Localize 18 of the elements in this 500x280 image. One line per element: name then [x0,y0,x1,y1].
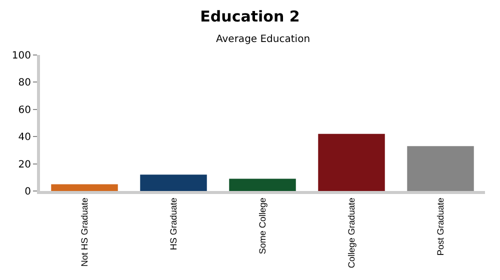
y-tick-label: 80 [18,78,31,89]
x-tick-label: HS Graduate [168,198,178,250]
y-tick-label: 20 [18,159,31,170]
x-tick-label: Some College [257,198,268,254]
bar [140,174,207,191]
bar [229,178,296,191]
x-tick-label: Not HS Graduate [79,198,90,267]
y-tick-label: 60 [18,104,31,116]
chart-title: Education 2 [200,8,300,26]
bar [407,146,474,191]
bar [51,184,118,191]
x-tick-label: College Graduate [346,198,356,268]
y-tick-label: 100 [12,50,31,62]
y-tick-label: 40 [18,132,31,144]
x-tick-label: Post Graduate [435,198,446,256]
chart-subtitle: Average Education [216,34,310,45]
bar [318,134,385,191]
y-tick-label: 0 [24,186,31,198]
